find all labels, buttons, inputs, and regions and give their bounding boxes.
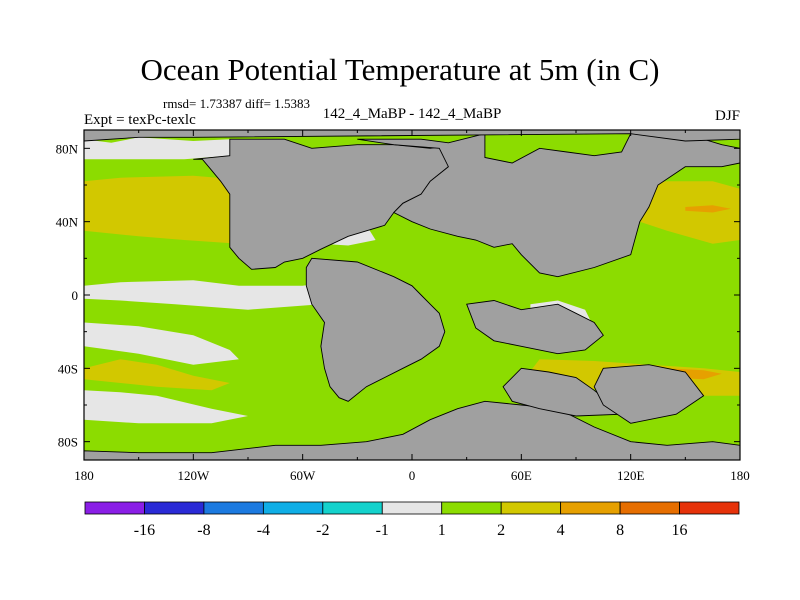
contour-field [84, 130, 740, 460]
colorbar-swatch [262, 501, 324, 515]
colorbar-label: -16 [134, 522, 155, 539]
colorbar-swatch [203, 501, 264, 515]
region-southern-white [84, 390, 248, 424]
colorbar-swatch [619, 501, 680, 515]
region-tropical-pacific-white [84, 280, 349, 310]
experiment-label: Expt = texPc-texlc [84, 112, 196, 128]
x-tick-label: 60W [290, 468, 316, 483]
x-tick-label: 0 [409, 468, 416, 483]
region-southern-yellow [84, 359, 230, 391]
x-tick-label: 60E [511, 468, 532, 483]
colorbar-label: 4 [557, 522, 565, 539]
region-land-antarctica [84, 400, 740, 460]
region-south-pacific-white [84, 322, 239, 365]
x-tick-label: 180 [730, 468, 750, 483]
y-tick-label: 40N [56, 215, 79, 230]
colorbar-label: 2 [497, 522, 505, 539]
season-label: DJF [714, 108, 740, 124]
colorbar-swatch [144, 501, 205, 515]
y-tick-label: 40S [58, 361, 78, 376]
y-tick-label: 80S [58, 435, 78, 450]
case-label: 142_4_MaBP - 142_4_MaBP [322, 106, 502, 122]
colorbar-label: 16 [672, 522, 688, 539]
region-land-australia [593, 364, 705, 424]
colorbar-swatch [441, 501, 502, 515]
colorbar-swatch [322, 501, 383, 515]
stats-text: rmsd= 1.73387 diff= 1.5383 [163, 96, 310, 111]
colorbar-label: -4 [257, 522, 270, 539]
region-east-asia-orange [685, 205, 731, 213]
colorbar-label: -1 [376, 522, 389, 539]
colorbar-label: -8 [197, 522, 210, 539]
colorbar-label: -2 [316, 522, 329, 539]
y-axis: 80N 40N 0 40S 80S [56, 141, 740, 450]
region-land-south-america [305, 257, 446, 402]
colorbar-swatch [381, 501, 443, 515]
x-tick-label: 120E [617, 468, 645, 483]
colorbar: -16 -8 -4 -2 -1 1 2 4 8 16 [84, 501, 740, 539]
colorbar-swatch [84, 501, 145, 515]
x-axis: 180 120W 60W 0 60E 120E 180 [74, 130, 750, 483]
colorbar-swatch [560, 501, 621, 515]
y-tick-label: 0 [72, 288, 79, 303]
colorbar-swatch [679, 501, 740, 515]
colorbar-label: 8 [616, 522, 624, 539]
colorbar-label: 1 [438, 522, 446, 539]
region-land-eurasia [357, 133, 740, 278]
chart-title: Ocean Potential Temperature at 5m (in C) [140, 52, 660, 87]
region-arctic-gap-pacific [84, 137, 230, 160]
region-land-africa [466, 300, 604, 355]
x-tick-label: 120W [177, 468, 210, 483]
x-tick-label: 180 [74, 468, 94, 483]
y-tick-label: 80N [56, 141, 79, 156]
colorbar-swatch [500, 501, 562, 515]
